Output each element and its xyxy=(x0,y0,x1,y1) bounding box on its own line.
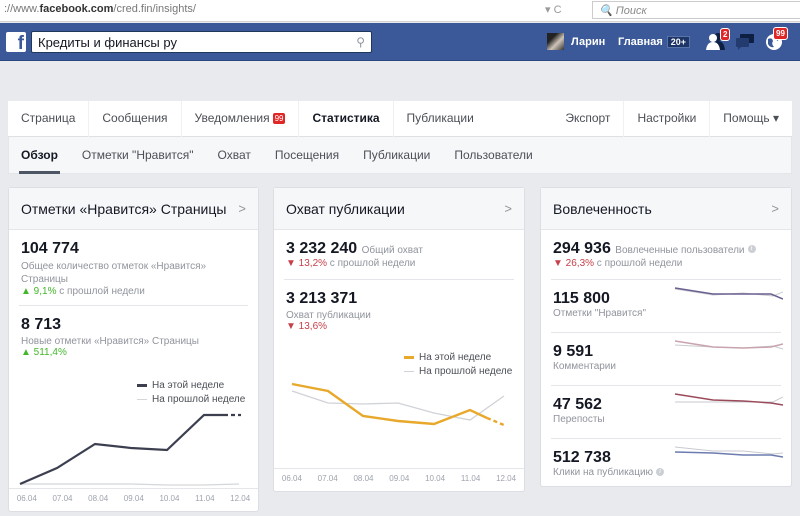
post-reach-label: Охват публикации xyxy=(286,310,371,321)
messages-icon[interactable] xyxy=(735,32,757,52)
post-reach-change: ▼ 13,6% xyxy=(286,321,328,332)
subtab-posts[interactable]: Публикации xyxy=(363,147,431,162)
engagement-card-header[interactable]: Вовлеченность > xyxy=(541,188,791,230)
engagement-row-clicks: 512 738 Клики на публикацию i xyxy=(541,439,791,491)
tab-messages[interactable]: Сообщения xyxy=(89,100,182,137)
browser-search-input[interactable]: 🔍 Поиск xyxy=(592,1,800,19)
help-dropdown[interactable]: Помощь ▾ xyxy=(723,110,779,125)
likes-sparkline xyxy=(674,287,783,300)
chart-legend: На этой неделе На прошлой неделе xyxy=(137,378,245,406)
new-likes-value: 8 713 xyxy=(21,316,62,333)
friend-requests-icon[interactable]: 2 xyxy=(706,28,731,52)
reload-icon[interactable]: ▾ C xyxy=(545,4,562,16)
notifications-tab-badge: 99 xyxy=(272,112,286,124)
subtab-likes[interactable]: Отметки "Нравится" xyxy=(81,147,194,162)
browser-bar: ://www.facebook.com/cred.fin/insights/ ▾… xyxy=(0,0,800,22)
engagement-row-comments: 9 591 Комментарии xyxy=(541,333,791,385)
facebook-header: f Кредиты и финансы ру ⚲ Ларин Главная 20… xyxy=(0,23,800,61)
total-likes-label: Общее количество отметок «Нравится» Стра… xyxy=(21,261,207,285)
tab-notifications[interactable]: Уведомления 99 xyxy=(182,100,300,137)
tab-insights[interactable]: Статистика xyxy=(299,100,394,137)
info-icon[interactable]: i xyxy=(747,244,756,253)
reach-line-chart xyxy=(291,382,505,427)
page-tabs: Страница Сообщения Уведомления 99 Статист… xyxy=(8,100,792,137)
home-link[interactable]: Главная 20+ xyxy=(618,36,691,48)
facebook-logo-icon[interactable]: f xyxy=(6,32,26,52)
x-axis: 06.04 07.04 08.04 09.04 10.04 11.04 12.04 xyxy=(9,488,258,503)
total-likes-change: ▲ 9,1% с прошлой недели xyxy=(21,286,145,297)
page-likes-card: Отметки «Нравится» Страницы > 104 774 Об… xyxy=(8,187,259,512)
total-likes-value: 104 774 xyxy=(21,240,79,257)
new-likes-change: ▲ 511,4% xyxy=(21,347,67,358)
likes-line-chart xyxy=(19,413,241,486)
insights-subtabs: Обзор Отметки "Нравится" Охват Посещения… xyxy=(8,137,792,174)
post-reach-card: Охват публикации > 3 232 240 Общий охват… xyxy=(273,187,525,492)
avatar xyxy=(547,33,564,50)
x-axis: 06.04 07.04 08.04 09.04 10.04 11.04 12.04 xyxy=(274,468,524,483)
notifications-badge: 99 xyxy=(773,27,788,40)
engaged-users-change: ▼ 26,3% с прошлой недели xyxy=(553,258,683,269)
engaged-users-label: Вовлеченные пользователи xyxy=(615,245,745,256)
clicks-label: Клики на публикацию i xyxy=(553,467,779,478)
export-button[interactable]: Экспорт xyxy=(552,100,625,137)
tab-publications[interactable]: Публикации xyxy=(406,110,474,125)
total-reach-label: Общий охват xyxy=(361,245,423,256)
friend-requests-badge: 2 xyxy=(720,28,731,41)
comments-sparkline xyxy=(674,340,783,350)
page-likes-card-header[interactable]: Отметки «Нравится» Страницы > xyxy=(9,188,258,230)
url-bar[interactable]: ://www.facebook.com/cred.fin/insights/ xyxy=(4,3,196,15)
new-likes-label: Новые отметки «Нравится» Страницы xyxy=(21,336,199,347)
subtab-people[interactable]: Пользователи xyxy=(454,147,533,162)
chart-legend: На этой неделе На прошлой неделе xyxy=(404,350,512,378)
post-reach-value: 3 213 371 xyxy=(286,290,358,307)
engaged-users-value: 294 936 xyxy=(553,240,611,257)
info-icon[interactable]: i xyxy=(656,468,665,477)
chevron-right-icon[interactable]: > xyxy=(504,201,512,216)
facebook-search-input[interactable]: Кредиты и финансы ру ⚲ xyxy=(31,31,372,53)
engagement-row-likes: 115 800 Отметки "Нравится" xyxy=(541,280,791,332)
profile-link[interactable]: Ларин xyxy=(547,33,605,50)
post-reach-card-header[interactable]: Охват публикации > xyxy=(274,188,524,230)
settings-button[interactable]: Настройки xyxy=(624,100,711,137)
shares-sparkline xyxy=(674,393,783,406)
home-count-badge: 20+ xyxy=(666,36,691,48)
clicks-sparkline xyxy=(674,446,783,458)
chevron-right-icon[interactable]: > xyxy=(771,201,779,216)
total-reach-change: ▼ 13,2% с прошлой недели xyxy=(286,258,416,269)
subtab-overview[interactable]: Обзор xyxy=(9,137,70,174)
subtab-reach[interactable]: Охват xyxy=(217,147,251,162)
subtab-visits[interactable]: Посещения xyxy=(274,147,340,162)
total-reach-value: 3 232 240 xyxy=(286,240,358,257)
engagement-card: Вовлеченность > 294 936 Вовлеченные поль… xyxy=(540,187,792,487)
tab-page[interactable]: Страница xyxy=(8,100,90,137)
search-icon[interactable]: ⚲ xyxy=(356,35,365,49)
chevron-right-icon[interactable]: > xyxy=(238,201,246,216)
notifications-globe-icon[interactable]: 99 xyxy=(764,27,788,52)
engagement-row-shares: 47 562 Перепосты xyxy=(541,386,791,438)
